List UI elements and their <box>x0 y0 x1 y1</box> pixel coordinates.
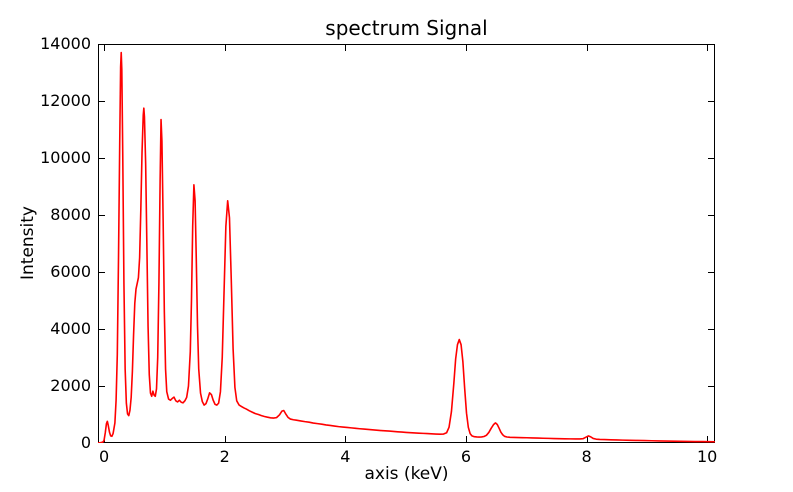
y-tick-label: 14000 <box>40 34 91 53</box>
x-tick-label: 2 <box>219 447 230 466</box>
y-tick-label: 4000 <box>50 319 91 338</box>
x-tick-label: 8 <box>581 447 592 466</box>
x-tick-label: 0 <box>98 447 110 466</box>
y-tick-label: 8000 <box>50 205 91 224</box>
plot-frame <box>98 44 715 443</box>
x-axis-label: axis (keV) <box>364 464 449 484</box>
chart-title: spectrum Signal <box>325 16 488 40</box>
plot-area <box>97 44 716 444</box>
y-tick-label: 0 <box>80 433 91 452</box>
x-tick-label: 4 <box>340 447 351 466</box>
x-tick-label: 6 <box>460 447 471 466</box>
y-tick-label: 6000 <box>50 262 91 281</box>
y-tick-label: 12000 <box>40 91 91 110</box>
spectrum-line <box>97 51 716 444</box>
plot-canvas <box>97 44 716 444</box>
x-tick-label: 10 <box>696 447 718 466</box>
y-tick-label: 10000 <box>40 148 91 167</box>
y-tick-label: 2000 <box>50 376 91 395</box>
